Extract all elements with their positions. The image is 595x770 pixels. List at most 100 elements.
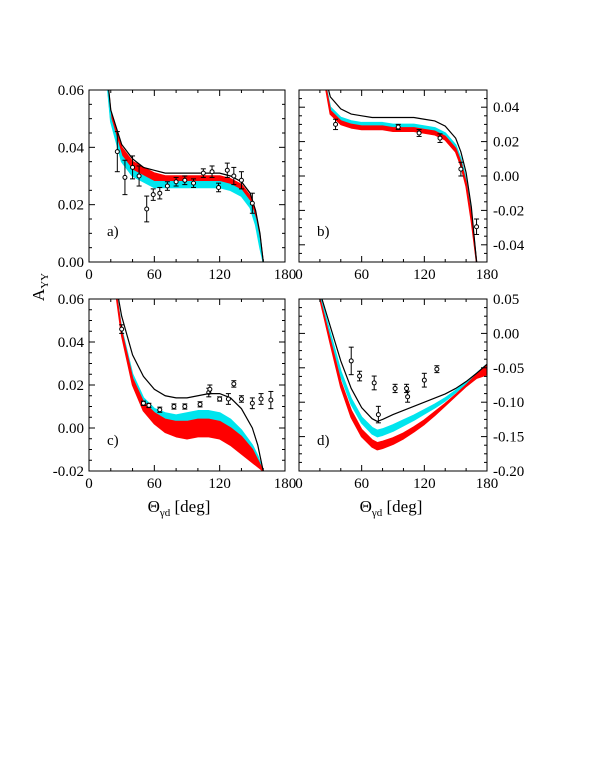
panel-3-marker [157, 407, 163, 413]
panel-4-y-tick-label: -0.20 [493, 464, 524, 480]
panel-2-marker [333, 121, 339, 127]
panel-2-x-tick-label: 0 [295, 267, 303, 283]
panel-1-marker [209, 169, 215, 175]
panel-4-x-tick-label: 180 [476, 476, 499, 492]
panel-2-marker [437, 135, 443, 141]
x-axis-title-right-sub: γd [371, 507, 383, 519]
panel-1-data-point [157, 186, 163, 200]
panel-4-marker [434, 366, 440, 372]
panel-2-x-tick-label: 180 [476, 267, 499, 283]
panel-2-x-tick-label: 60 [354, 267, 369, 283]
panel-1-data-point [122, 159, 128, 196]
panel-3: 0 60 120 180 -0.02 0.00 0.02 0.04 0.06 c) [53, 292, 297, 492]
panel-3-marker [146, 402, 152, 408]
panel-3-data-point [207, 384, 213, 395]
panel-4-x-tick-label: 120 [413, 476, 436, 492]
panel-4-y-tick-label: 0.05 [493, 292, 519, 308]
panel-3-plot-area [115, 299, 274, 471]
panel-1-data-point [173, 176, 179, 187]
y-axis-title: AYY [29, 273, 51, 301]
panel-1-data-point [114, 131, 120, 173]
panel-4-marker [404, 385, 410, 391]
panel-4: 0 60 120 180-0.20 -0.15 -0.10 -0.05 0.00 0.05 d) [295, 292, 524, 492]
panel-1-marker [216, 184, 222, 190]
panel-1-data-point [130, 155, 136, 180]
panel-3-band-red [115, 299, 264, 471]
panel-1-marker [144, 206, 150, 212]
panel-1-data-point [136, 165, 142, 187]
panel-4-marker [371, 380, 377, 386]
x-axis-title-left: Θγd [deg] [148, 497, 211, 519]
panel-4-x-tick-label: 0 [295, 476, 303, 492]
panel-3-marker [217, 396, 223, 402]
panel-4-model-curve [321, 299, 487, 423]
panel-2-plot-area [325, 90, 480, 262]
x-axis-title-left-sub: γd [159, 507, 171, 519]
panel-2-x-tick-label: 120 [413, 267, 436, 283]
panel-1-data-point [209, 165, 215, 178]
x-axis-title-left-unit: [deg] [170, 497, 210, 516]
panel-3-marker [268, 397, 274, 403]
panel-3-data-point [268, 390, 274, 410]
panel-2-y-tick-label: -0.04 [493, 238, 525, 254]
panel-4-data-point [371, 375, 377, 391]
panel-1-marker [173, 179, 179, 185]
panel-4-y-tick-label: -0.15 [493, 430, 524, 446]
panel-1-x-tick-label: 0 [85, 267, 93, 283]
panel-1-marker [157, 190, 163, 196]
panel-3-x-tick-label: 120 [208, 476, 231, 492]
panel-4-marker [421, 377, 427, 383]
panel-4-marker [348, 358, 354, 364]
panel-4-data-point [421, 372, 427, 388]
panel-1: 0 60 120 180 0.00 0.02 0.04 0.06 a) [58, 83, 297, 283]
x-axis-title-left-main: Θ [148, 497, 160, 516]
panel-4-marker [357, 373, 363, 379]
panel-2-y-tick-label: 0.02 [493, 135, 519, 151]
panel-3-y-tick-label: 0.04 [58, 335, 85, 351]
panel-4-panel-label: d) [317, 433, 330, 449]
panel-3-marker [225, 396, 231, 402]
panel-3-data-point [182, 403, 188, 410]
panel-3-y-tick-label: -0.02 [53, 464, 84, 480]
panel-2-y-tick-label: 0.04 [493, 100, 520, 116]
panel-3-y-tick-label: 0.06 [58, 292, 85, 308]
panel-1-x-tick-label: 180 [274, 267, 297, 283]
panel-3-data-point [249, 397, 255, 410]
panel-3-data-point [231, 380, 237, 388]
panel-4-marker [375, 412, 381, 418]
panel-1-marker [182, 177, 188, 183]
panel-1-y-tick-label: 0.00 [58, 255, 84, 271]
panel-4-data-point [348, 346, 354, 376]
panel-1-marker [150, 192, 156, 198]
panel-1-marker [231, 173, 237, 179]
panel-1-data-point [164, 181, 170, 191]
panel-4-x-tick-label: 60 [354, 476, 369, 492]
panel-3-x-tick-label: 60 [147, 476, 162, 492]
panel-2-data-point [333, 118, 339, 131]
panel-2-marker [416, 130, 422, 136]
x-axis-title-right-main: Θ [360, 497, 372, 516]
panel-2-marker [458, 166, 464, 172]
panel-1-data-point [191, 178, 197, 188]
panel-2-marker [395, 124, 401, 130]
panel-3-marker [238, 396, 244, 402]
panel-3-model-curve [117, 299, 264, 471]
panel-3-marker [182, 404, 188, 409]
panel-2: 0 60 120 180 -0.04 -0.02 0.00 0.02 0.04 b) [295, 89, 525, 283]
panel-3-data-point [140, 400, 146, 406]
panel-1-data-point [144, 195, 150, 223]
panel-3-marker [140, 400, 146, 406]
panel-3-data-point [119, 324, 125, 334]
panel-2-data-point [474, 218, 480, 235]
panel-1-marker [191, 180, 197, 186]
panel-2-marker [474, 224, 480, 230]
panel-3-marker [207, 386, 213, 392]
panel-4-y-tick-label: -0.10 [493, 395, 524, 411]
panel-4-marker [405, 394, 411, 400]
panel-1-marker [114, 149, 120, 155]
panel-3-data-point [197, 401, 203, 408]
panel-1-data-point [200, 168, 206, 178]
panel-3-data-point [258, 393, 264, 405]
panel-3-panel-label: c) [107, 433, 119, 449]
panel-4-data-point [392, 383, 398, 394]
